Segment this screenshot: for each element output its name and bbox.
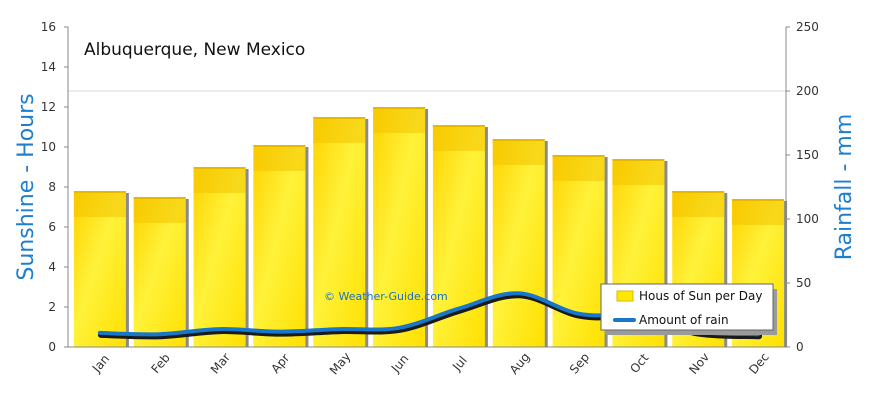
rain-point bbox=[577, 312, 581, 316]
bar bbox=[193, 167, 246, 347]
bar-top-edge bbox=[73, 191, 126, 193]
right-tick-label: 150 bbox=[796, 148, 819, 162]
credit-text: © Weather-Guide.com bbox=[324, 290, 448, 303]
left-tick-label: 16 bbox=[41, 20, 56, 34]
bar-top-edge bbox=[612, 159, 665, 161]
x-tick-label: Apr bbox=[268, 351, 292, 376]
bar-cap bbox=[732, 199, 785, 225]
bar-body bbox=[253, 145, 306, 347]
bar bbox=[133, 197, 186, 347]
right-axis-title: Rainfall - mm bbox=[832, 114, 857, 261]
rain-point bbox=[397, 326, 401, 330]
left-tick-label: 12 bbox=[41, 100, 56, 114]
rain-point bbox=[457, 307, 461, 311]
x-tick-label: Mar bbox=[208, 350, 233, 376]
bar bbox=[492, 139, 545, 347]
bar-cap bbox=[133, 197, 186, 223]
bar-cap bbox=[612, 159, 665, 185]
x-tick-label: Oct bbox=[627, 351, 651, 376]
left-tick-label: 4 bbox=[48, 260, 56, 274]
bar bbox=[313, 117, 366, 347]
x-axis-ticks: Jan Feb Mar Apr May Jun Jul Aug Sep Oct Nov Dec bbox=[89, 349, 772, 377]
right-tick-label: 200 bbox=[796, 84, 819, 98]
bar-top-edge bbox=[133, 197, 186, 199]
bar-cap bbox=[193, 167, 246, 193]
bar-top-edge bbox=[313, 117, 366, 119]
bar-cap bbox=[492, 139, 545, 165]
x-tick-label: Jun bbox=[388, 352, 411, 376]
bar-cap bbox=[253, 145, 306, 171]
bar-top-edge bbox=[193, 167, 246, 169]
x-tick-label: Jul bbox=[449, 353, 470, 374]
bar-cap bbox=[313, 117, 366, 143]
bar-cap bbox=[552, 155, 605, 181]
chart-title: Albuquerque, New Mexico bbox=[84, 40, 305, 60]
right-tick-label: 100 bbox=[796, 212, 819, 226]
bar-top-edge bbox=[432, 125, 485, 127]
rain-point bbox=[218, 327, 222, 331]
bar-top-edge bbox=[672, 191, 725, 193]
right-tick-label: 250 bbox=[796, 20, 819, 34]
legend-rain-label: Amount of rain bbox=[639, 313, 729, 327]
rain-point bbox=[158, 332, 162, 336]
x-tick-label: Aug bbox=[507, 350, 533, 377]
left-axis-title: Sunshine - Hours bbox=[14, 93, 39, 280]
x-tick-label: Jan bbox=[89, 352, 112, 376]
left-tick-label: 10 bbox=[41, 140, 56, 154]
sun-bars bbox=[73, 107, 785, 347]
bar-top-edge bbox=[492, 139, 545, 141]
left-tick-label: 0 bbox=[48, 340, 56, 354]
bar-body bbox=[492, 139, 545, 347]
bar bbox=[253, 145, 306, 347]
bar-body bbox=[313, 117, 366, 347]
bar-top-edge bbox=[373, 107, 426, 109]
x-tick-label: May bbox=[327, 349, 354, 377]
bar-body bbox=[373, 107, 426, 347]
rain-point bbox=[98, 331, 102, 335]
left-tick-label: 8 bbox=[48, 180, 56, 194]
rain-point bbox=[517, 291, 521, 295]
legend-sun-swatch bbox=[616, 290, 634, 302]
right-tick-label: 50 bbox=[796, 276, 811, 290]
x-tick-label: Sep bbox=[567, 350, 592, 376]
left-tick-label: 2 bbox=[48, 300, 56, 314]
bar-cap bbox=[373, 107, 426, 133]
left-tick-label: 6 bbox=[48, 220, 56, 234]
bar-cap bbox=[672, 191, 725, 217]
x-tick-label: Feb bbox=[148, 351, 172, 376]
right-tick-label: 0 bbox=[796, 340, 804, 354]
rain-point bbox=[277, 330, 281, 334]
x-tick-label: Nov bbox=[686, 350, 712, 377]
legend-sun-label: Hous of Sun per Day bbox=[639, 289, 763, 303]
x-tick-label: Dec bbox=[746, 350, 772, 377]
bar-cap bbox=[73, 191, 126, 217]
bar-body bbox=[193, 167, 246, 347]
rain-point bbox=[337, 327, 341, 331]
bar bbox=[73, 191, 126, 347]
legend: Hous of Sun per Day Amount of rain bbox=[600, 283, 777, 335]
bar-top-edge bbox=[552, 155, 605, 157]
bar-cap bbox=[432, 125, 485, 151]
bar-top-edge bbox=[253, 145, 306, 147]
bar-top-edge bbox=[732, 199, 785, 201]
right-axis-ticks: 0 50 100 150 200 250 bbox=[786, 20, 819, 354]
left-axis-ticks: 0 2 4 6 8 10 12 14 16 bbox=[41, 20, 68, 354]
bar bbox=[373, 107, 426, 347]
left-tick-label: 14 bbox=[41, 60, 56, 74]
